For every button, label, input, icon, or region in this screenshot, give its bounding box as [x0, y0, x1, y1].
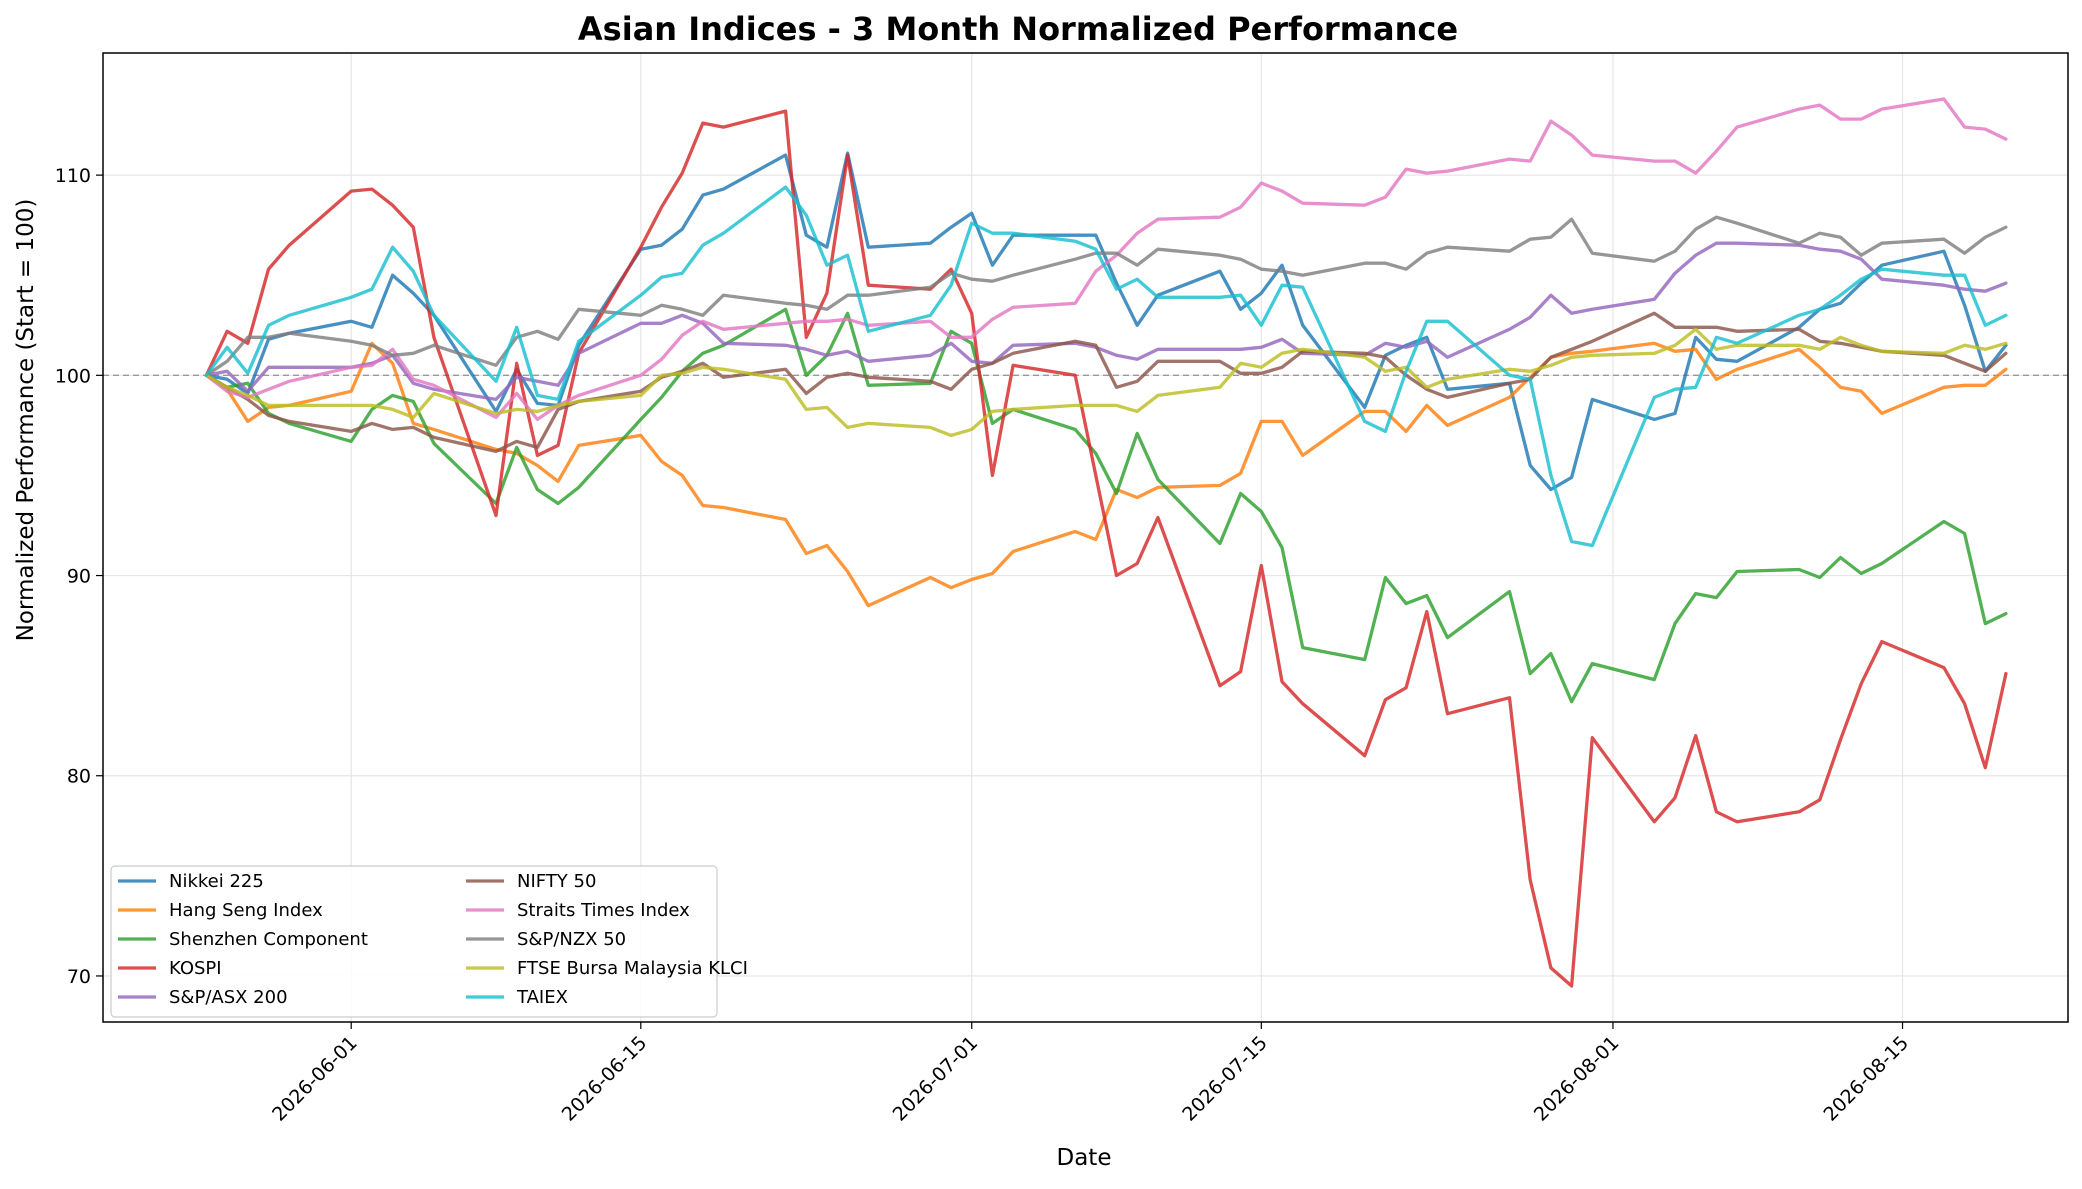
y-tick-label: 100 [55, 365, 91, 387]
y-axis-label: Normalized Performance (Start = 100) [13, 199, 39, 642]
legend-label: NIFTY 50 [517, 871, 596, 892]
series-line [204, 307, 2008, 704]
chart-title: Asian Indices - 3 Month Normalized Perfo… [578, 10, 1458, 48]
y-tick-label: 90 [67, 566, 91, 588]
legend-label: Shenzhen Component [169, 929, 368, 950]
legend-label: FTSE Bursa Malaysia KLCI [517, 958, 748, 979]
legend: Nikkei 225 Hang Seng Index Shenzhen Compon… [110, 865, 748, 1018]
legend-label: TAIEX [516, 987, 568, 1008]
plot-frame [102, 52, 2069, 1023]
y-axis-ticks: 70 80 90 100 110 [55, 165, 103, 988]
legend-label: S&P/NZX 50 [517, 929, 626, 950]
series-line [204, 109, 2008, 988]
series-line [204, 97, 2008, 422]
series-line [204, 241, 2008, 402]
series-line [204, 185, 2008, 548]
legend-label: KOSPI [169, 958, 222, 979]
y-tick-label: 80 [67, 766, 91, 788]
series-line [204, 327, 2008, 438]
series-group [204, 97, 2008, 988]
legend-label: S&P/ASX 200 [169, 987, 288, 1008]
legend-label: Hang Seng Index [169, 900, 323, 921]
legend-label: Straits Times Index [517, 900, 690, 921]
legend-box [110, 865, 718, 1018]
legend-label: Nikkei 225 [169, 871, 264, 892]
series-line [204, 311, 2008, 454]
y-tick-label: 110 [55, 165, 91, 187]
y-tick-label: 70 [67, 966, 91, 988]
x-axis-label: Date [1057, 1145, 1112, 1171]
